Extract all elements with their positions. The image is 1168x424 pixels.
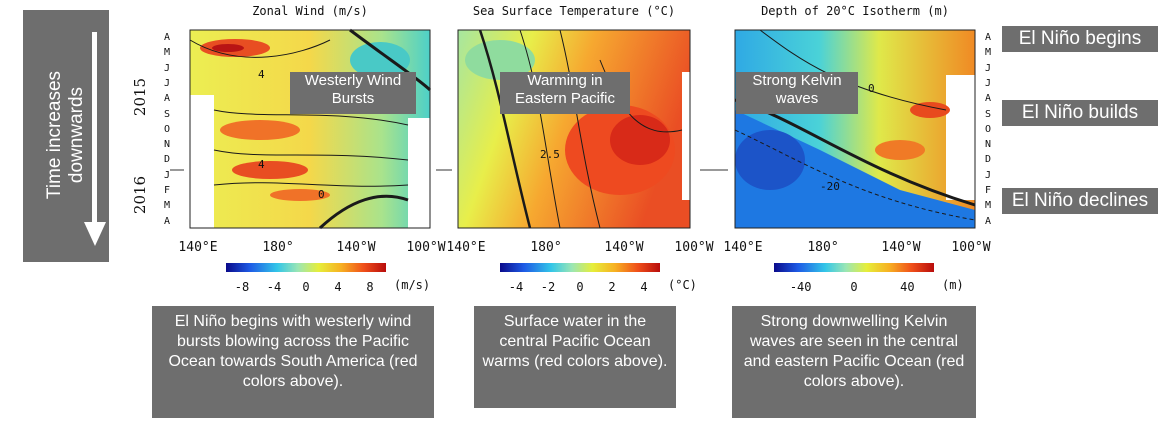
x-tick-label: 180° (807, 240, 839, 255)
x-tick-label: 100°W (951, 240, 991, 255)
colorbar-isotherm (774, 263, 934, 272)
x-tick-label: 180° (262, 240, 294, 255)
colorbar-tick-label: 0 (576, 280, 584, 294)
caption-wind: El Niño begins with westerly wind bursts… (152, 306, 434, 418)
month-label: A (985, 93, 992, 105)
contour-label: -20 (820, 180, 840, 193)
x-tick-label: 140°E (178, 240, 218, 255)
month-label: A (985, 215, 992, 227)
month-label: N (985, 139, 992, 151)
month-label: J (164, 62, 171, 74)
month-label: S (164, 108, 171, 120)
colorbar-unit: (°C) (668, 278, 697, 292)
contour-label: 4 (258, 68, 265, 81)
month-label: F (985, 185, 992, 196)
colorbar-tick-label: -8 (234, 280, 250, 294)
callout-warming: Warming in Eastern Pacific (500, 72, 630, 114)
tag-el-nino-declines: El Niño declines (1002, 188, 1158, 214)
x-tick-label: 100°W (674, 240, 714, 255)
panel-title-isotherm: Depth of 20°C Isotherm (m) (761, 4, 949, 18)
colorbar-zonal-wind (226, 263, 386, 272)
colorbar-tick-label: -2 (540, 280, 556, 294)
down-arrow-head-icon (84, 222, 106, 246)
tag-el-nino-begins: El Niño begins (1002, 26, 1158, 52)
down-arrow-icon (92, 32, 97, 224)
colorbar-tick-label: 2 (608, 280, 616, 294)
month-label: O (985, 123, 992, 135)
colorbar-tick-label: 40 (900, 280, 915, 294)
month-label: M (985, 47, 992, 59)
month-label: M (164, 47, 171, 59)
x-tick-label: 140°E (446, 240, 486, 255)
colorbar-tick-label: -4 (508, 280, 524, 294)
panel-title-zonal-wind: Zonal Wind (m/s) (252, 4, 368, 18)
month-label: J (164, 169, 171, 181)
callout-kelvin-waves: Strong Kelvin waves (736, 72, 858, 114)
month-label: S (985, 108, 992, 120)
month-label: A (164, 93, 171, 105)
caption-sst: Surface water in the central Pacific Oce… (474, 306, 676, 408)
colorbar-tick-label: 4 (334, 280, 342, 294)
contour-label: 0 (318, 188, 325, 201)
month-label: A (164, 215, 171, 227)
colorbar-tick-label: -4 (266, 280, 282, 294)
tag-el-nino-builds: El Niño builds (1002, 100, 1158, 126)
month-label: M (164, 200, 171, 212)
month-label: A (985, 32, 992, 43)
x-tick-label: 180° (530, 240, 562, 255)
caption-kelvin: Strong downwelling Kelvin waves are seen… (732, 306, 976, 418)
month-label: J (985, 62, 992, 74)
month-label: N (164, 139, 171, 151)
month-label: M (985, 200, 992, 212)
colorbar-unit: (m/s) (394, 278, 431, 292)
colorbar-tick-label: 8 (366, 280, 374, 294)
callout-westerly-wind: Westerly Wind Bursts (290, 72, 416, 114)
contour-label: 0 (868, 82, 875, 95)
colorbar-tick-label: 4 (640, 280, 648, 294)
x-tick-label: 140°W (336, 240, 376, 255)
colorbar-unit: (m) (942, 278, 964, 292)
month-label: J (985, 77, 992, 89)
month-label: O (164, 123, 171, 135)
x-tick-label: 100°W (406, 240, 446, 255)
heatmap-sst (457, 29, 700, 229)
contour-label: 4 (258, 158, 265, 171)
heatmap-isotherm (734, 29, 976, 229)
colorbar-tick-label: 0 (302, 280, 310, 294)
month-label: D (985, 154, 992, 166)
x-tick-label: 140°E (723, 240, 763, 255)
colorbar-tick-label: -40 (789, 280, 812, 294)
month-label: F (164, 185, 171, 196)
colorbar-tick-label: 0 (850, 280, 858, 294)
contour-label: 2.5 (540, 148, 560, 161)
x-tick-label: 140°W (604, 240, 644, 255)
x-tick-label: 140°W (881, 240, 921, 255)
month-label: D (164, 154, 171, 166)
month-label: J (985, 169, 992, 181)
panel-title-sst: Sea Surface Temperature (°C) (472, 4, 676, 18)
heatmap-zonal-wind (189, 28, 432, 230)
month-label: J (164, 77, 171, 89)
colorbar-sst (500, 263, 660, 272)
month-label: A (164, 32, 171, 43)
